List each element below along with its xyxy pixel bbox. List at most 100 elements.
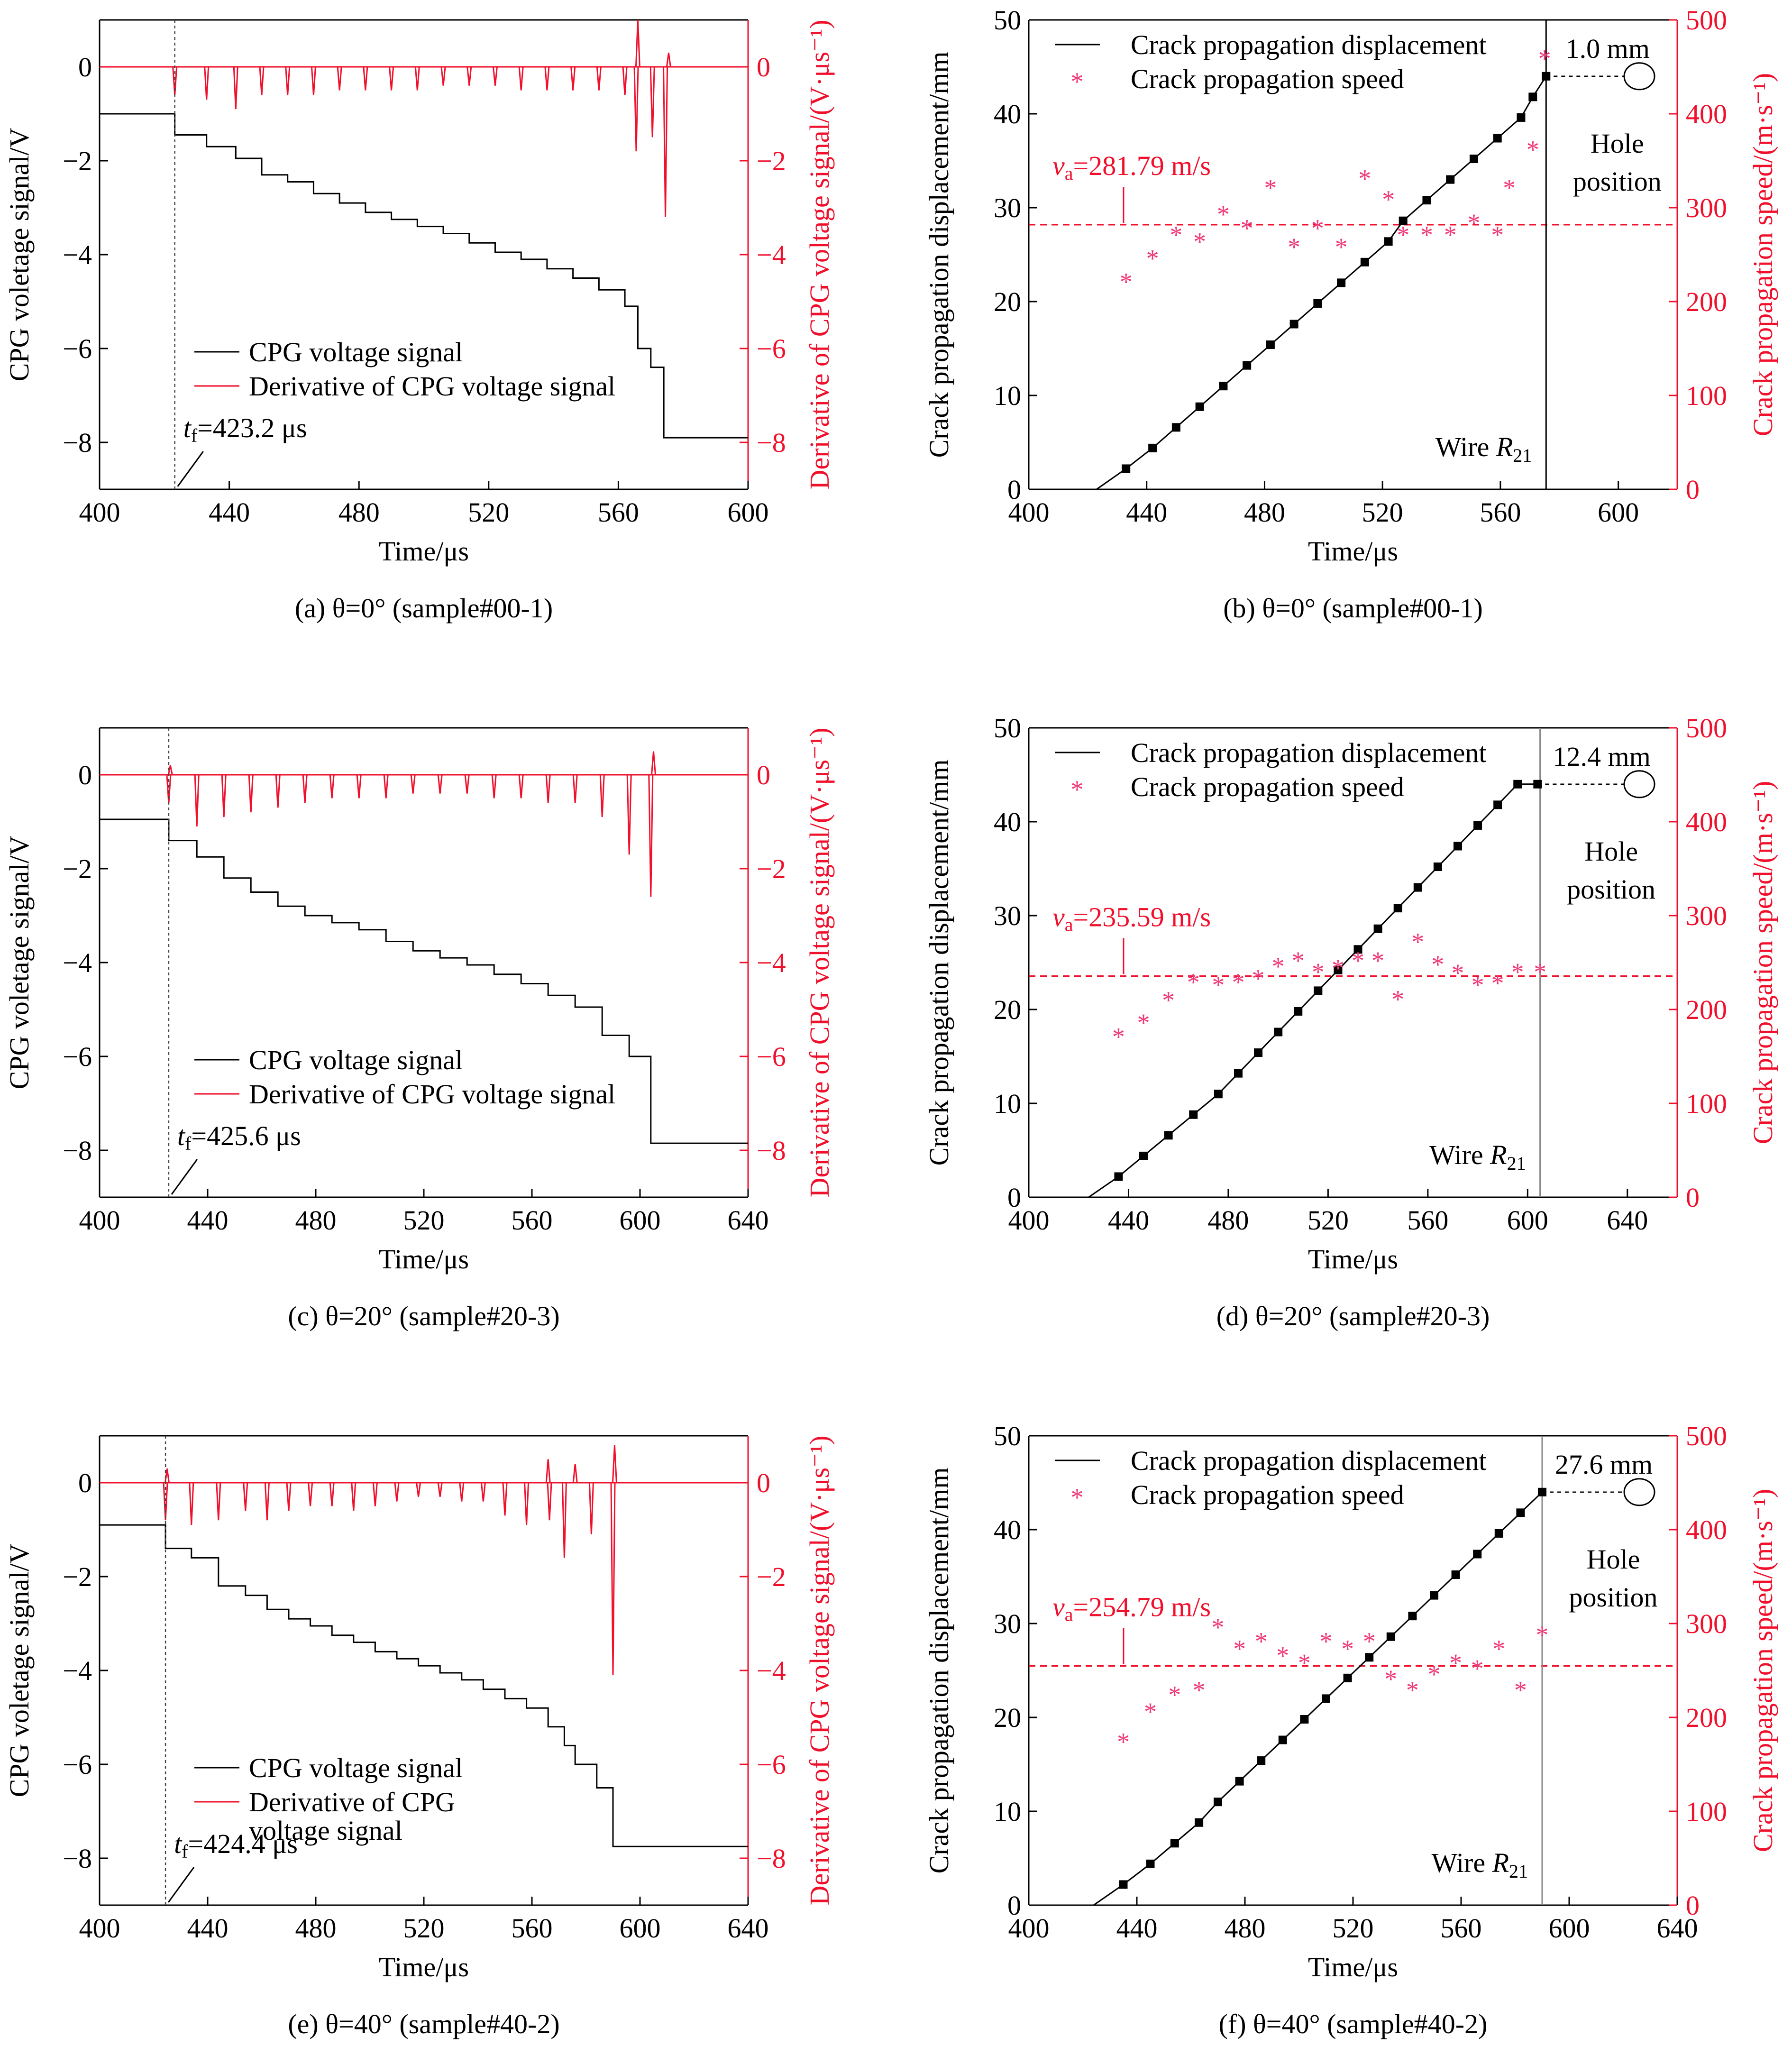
speed-marker: * — [1536, 1621, 1549, 1649]
derivative-spike — [464, 774, 470, 794]
derivative-spike — [337, 66, 342, 91]
displacement-marker — [1164, 1131, 1173, 1140]
displacement-marker — [1254, 1048, 1263, 1057]
y-right-tick-label: 400 — [1686, 99, 1727, 129]
y-right-tick-label: 200 — [1686, 994, 1727, 1025]
x-tick-label: 520 — [468, 497, 509, 528]
x-tick-label: 640 — [728, 1913, 769, 1944]
derivative-spike — [329, 1482, 335, 1506]
y-right-tick-label: 0 — [1686, 1182, 1700, 1213]
derivative-spike — [414, 66, 420, 91]
y-left-axis-label: CPG voletage signal/V — [4, 128, 35, 381]
displacement-marker — [1289, 320, 1298, 329]
offset-label: 27.6 mm — [1555, 1449, 1653, 1480]
derivative-spike — [356, 774, 362, 798]
speed-marker: * — [1397, 221, 1409, 249]
speed-marker: * — [1538, 44, 1551, 73]
speed-marker: * — [1311, 214, 1324, 243]
speed-marker: * — [1371, 946, 1384, 975]
y-right-tick-label: −6 — [757, 1041, 786, 1072]
legend-label-displacement: Crack propagation displacement — [1131, 29, 1487, 60]
derivative-spike — [651, 751, 656, 775]
derivative-spike — [221, 774, 227, 817]
displacement-marker — [1473, 1550, 1482, 1559]
derivative-spike — [626, 774, 632, 855]
derivative-spike — [622, 66, 628, 95]
y-right-tick-label: 500 — [1686, 713, 1727, 743]
x-tick-label: 520 — [1333, 1913, 1374, 1944]
derivative-spike — [491, 774, 497, 798]
displacement-marker — [1278, 1735, 1287, 1744]
displacement-marker — [1473, 821, 1482, 830]
y-left-tick-label: 0 — [1007, 1182, 1021, 1213]
hole-circle-icon — [1623, 62, 1655, 91]
legend-label-voltage: CPG voltage signal — [249, 1045, 463, 1075]
speed-marker: * — [1264, 174, 1277, 202]
x-tick-label: 520 — [1362, 497, 1403, 528]
y-left-tick-label: 10 — [994, 1796, 1021, 1827]
y-left-tick-label: 20 — [994, 994, 1021, 1025]
y-left-tick-label: 50 — [994, 5, 1021, 36]
x-tick-label: 640 — [728, 1205, 769, 1236]
tf-leader-line — [167, 1867, 195, 1903]
derivative-spike — [167, 765, 173, 775]
y-right-tick-label: 500 — [1686, 5, 1727, 36]
y-right-tick-label: −4 — [757, 1655, 786, 1686]
va-label: va=235.59 m/s — [1052, 902, 1211, 936]
displacement-marker — [1373, 924, 1382, 933]
y-right-tick-label: −4 — [757, 947, 786, 978]
y-left-tick-label: 40 — [994, 1514, 1021, 1545]
y-left-tick-label: 10 — [994, 380, 1021, 411]
derivative-spike — [547, 1482, 552, 1521]
legend-label-voltage: CPG voltage signal — [249, 1752, 463, 1783]
x-axis-label: Time/μs — [379, 536, 469, 567]
displacement-marker — [1353, 945, 1362, 954]
derivative-spike — [666, 53, 671, 67]
derivative-spike — [648, 774, 654, 897]
speed-marker: * — [1363, 1627, 1376, 1656]
y-left-tick-label: −4 — [63, 1655, 92, 1686]
derivative-spike — [383, 774, 389, 798]
displacement-marker — [1171, 423, 1180, 432]
derivative-spike — [275, 774, 281, 808]
y-left-tick-label: −4 — [63, 239, 92, 270]
y-left-tick-label: 20 — [994, 286, 1021, 317]
y-left-tick-label: 20 — [994, 1702, 1021, 1733]
speed-marker: * — [1382, 185, 1395, 213]
y-right-tick-label: 0 — [1686, 1890, 1700, 1921]
y-left-tick-label: 30 — [994, 1608, 1021, 1639]
y-left-tick-label: −6 — [63, 333, 92, 364]
y-right-tick-label: 0 — [1686, 474, 1700, 505]
x-axis-label: Time/μs — [1308, 1952, 1398, 1982]
y-left-tick-label: −2 — [63, 146, 92, 176]
displacement-marker — [1119, 1880, 1128, 1889]
x-axis-label: Time/μs — [1308, 1244, 1398, 1275]
y-left-tick-label: −6 — [63, 1749, 92, 1780]
y-left-axis-label: Crack propagation displacement/mm — [923, 1468, 954, 1874]
displacement-marker — [1393, 904, 1402, 913]
y-left-tick-label: 0 — [78, 760, 92, 790]
series-displacement-line — [1088, 783, 1538, 1198]
speed-marker: * — [1320, 1627, 1333, 1656]
x-tick-label: 480 — [1225, 1913, 1266, 1944]
speed-marker: * — [1255, 1627, 1268, 1656]
derivative-spike — [466, 66, 472, 86]
y-left-axis-label: CPG voletage signal/V — [4, 1543, 35, 1797]
y-left-tick-label: 0 — [1007, 474, 1021, 505]
x-tick-label: 400 — [79, 1913, 120, 1944]
displacement-marker — [1195, 402, 1204, 411]
hole-label-line2: position — [1569, 1582, 1658, 1613]
speed-marker: * — [1503, 174, 1516, 202]
speed-marker: * — [1212, 971, 1225, 1000]
x-tick-label: 520 — [1307, 1205, 1349, 1236]
derivative-spike — [545, 1459, 551, 1483]
x-tick-label: 400 — [1008, 1913, 1050, 1944]
speed-marker: * — [1162, 986, 1175, 1014]
displacement-marker — [1257, 1756, 1266, 1765]
derivative-spike — [410, 774, 416, 794]
displacement-marker — [1493, 800, 1502, 809]
x-tick-label: 480 — [1244, 497, 1285, 528]
va-label: va=281.79 m/s — [1052, 150, 1211, 184]
chart-panel-c: 400 440 480 520 560 600 640 0 −2 −4 −6 −8 0 −2 −4 −6 −8 T… — [4, 727, 835, 1331]
legend-label-derivative: Derivative of CPG voltage signal — [249, 1079, 615, 1110]
